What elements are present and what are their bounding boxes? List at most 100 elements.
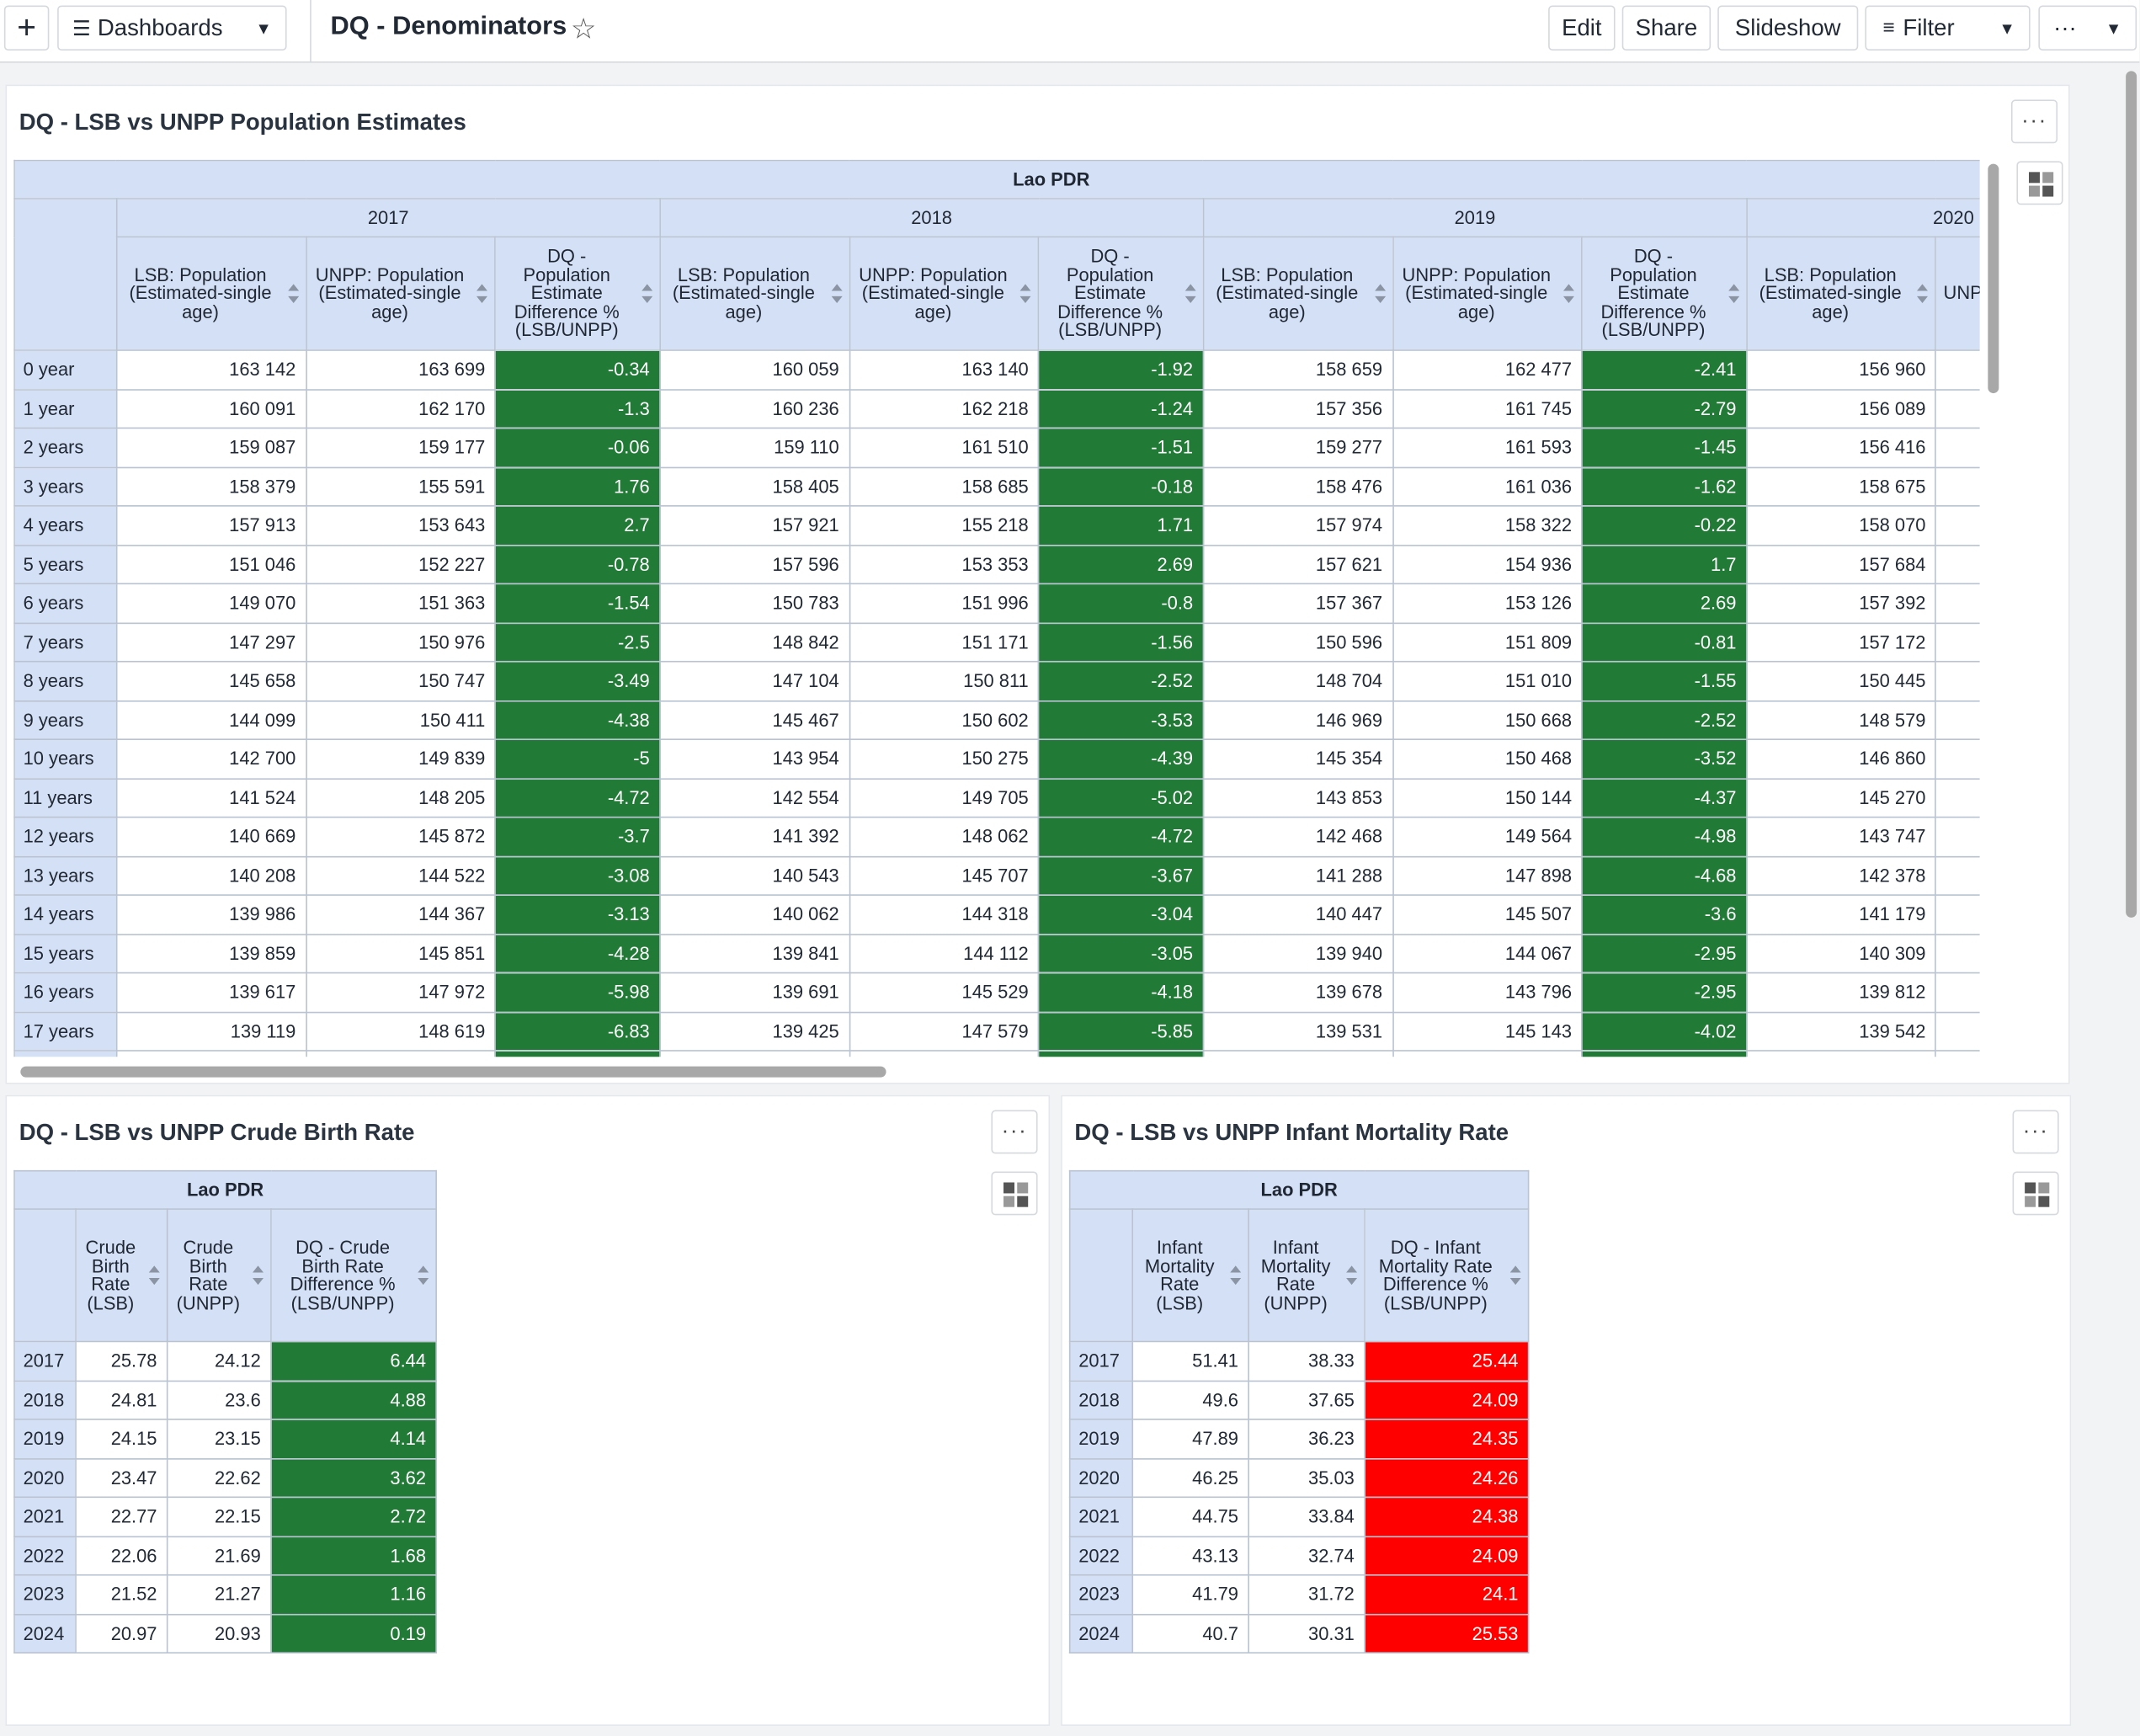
page-scrollbar[interactable] — [2126, 71, 2137, 918]
value-cell: 163 142 — [115, 349, 307, 391]
column-header[interactable]: Crude Birth Rate (UNPP) — [166, 1208, 272, 1343]
dq-difference-cell: -2.95 — [1581, 972, 1748, 1013]
value-cell: 157 913 — [115, 505, 307, 546]
add-button[interactable]: + — [3, 5, 50, 51]
share-button[interactable]: Share — [1621, 5, 1711, 51]
sort-icon[interactable] — [1230, 1265, 1242, 1286]
value-cell: 31.72 — [1248, 1574, 1365, 1615]
sort-icon[interactable] — [1346, 1265, 1358, 1286]
value-cell: 21.69 — [166, 1535, 272, 1576]
vertical-scrollbar[interactable] — [1988, 163, 1999, 394]
value-cell: 44.75 — [1131, 1496, 1249, 1537]
sort-icon[interactable] — [1727, 284, 1739, 304]
value-cell: 139 986 — [115, 894, 307, 935]
column-header[interactable]: DQ - Population Estimate Difference % (L… — [494, 236, 661, 351]
column-header-text: Crude Birth Rate (LSB) — [85, 1237, 136, 1313]
layout-toggle-icon[interactable] — [2016, 161, 2063, 205]
column-header[interactable]: Infant Mortality Rate (LSB) — [1131, 1208, 1249, 1343]
horizontal-scrollbar[interactable] — [20, 1066, 886, 1078]
value-cell: 139 531 — [1202, 1010, 1394, 1052]
value-cell: 143 747 — [1745, 816, 1937, 857]
column-header-text: DQ - Infant Mortality Rate Difference % … — [1378, 1237, 1493, 1313]
layout-toggle-icon[interactable] — [991, 1171, 1038, 1216]
dq-difference-cell: -1.92 — [1038, 349, 1205, 391]
column-header[interactable]: Infant Mortality Rate (UNPP) — [1248, 1208, 1365, 1343]
value-cell: 139 691 — [659, 972, 850, 1013]
panel-menu-button[interactable]: ··· — [991, 1110, 1038, 1154]
row-header: 2024 — [1068, 1613, 1134, 1653]
value-cell: 21.27 — [166, 1574, 272, 1615]
sort-icon[interactable] — [1374, 284, 1386, 304]
dq-difference-cell: -2.79 — [1581, 388, 1748, 429]
sort-icon[interactable] — [1184, 284, 1196, 304]
value-cell — [1581, 1050, 1748, 1057]
sort-icon[interactable] — [1019, 284, 1031, 304]
column-header[interactable]: LSB: Population (Estimated-single age) — [1202, 236, 1394, 351]
column-header[interactable]: UNPP: Population (Estimated-single age) — [1392, 236, 1584, 351]
star-icon[interactable]: ☆ — [570, 13, 597, 45]
column-header-text: UNPP: (Estim — [1943, 283, 1980, 304]
value-cell: 158 405 — [659, 466, 850, 507]
row-header: 2019 — [13, 1419, 77, 1459]
dq-difference-cell: -2.52 — [1581, 700, 1748, 741]
sort-icon[interactable] — [418, 1265, 429, 1286]
value-cell: 139 119 — [115, 1010, 307, 1052]
column-header[interactable]: Crude Birth Rate (LSB) — [75, 1208, 168, 1343]
value-cell — [1935, 388, 1980, 429]
dq-difference-cell: -5 — [494, 738, 661, 780]
column-header[interactable]: LSB: Population (Estimated-single age) — [659, 236, 850, 351]
sort-icon[interactable] — [641, 284, 652, 304]
value-cell: 139 940 — [1202, 933, 1394, 974]
value-cell — [1935, 972, 1980, 1013]
year-header: 2018 — [659, 198, 1205, 238]
sort-icon[interactable] — [287, 284, 299, 304]
value-cell: 159 177 — [305, 427, 497, 468]
panel-menu-button[interactable]: ··· — [2012, 1110, 2059, 1154]
value-cell: 158 070 — [1745, 505, 1937, 546]
value-cell: 41.79 — [1131, 1574, 1249, 1615]
row-header: 17 years — [13, 1010, 118, 1052]
column-header[interactable]: LSB: Population (Estimated-single age) — [1745, 236, 1937, 351]
value-cell: 156 960 — [1745, 349, 1937, 391]
panel-menu-button[interactable]: ··· — [2010, 99, 2058, 144]
column-header[interactable]: DQ - Infant Mortality Rate Difference % … — [1364, 1208, 1530, 1343]
sort-icon[interactable] — [253, 1265, 264, 1286]
column-header[interactable]: LSB: Population (Estimated-single age) — [115, 236, 307, 351]
dq-difference-cell: -1.45 — [1581, 427, 1748, 468]
filter-button[interactable]: ≡ Filter ▼ — [1865, 5, 2031, 51]
sort-icon[interactable] — [1563, 284, 1575, 304]
cbr-table-wrap: Lao PDR Crude Birth Rate (LSB) Crude Birt… — [13, 1169, 438, 1653]
column-header[interactable]: DQ - Population Estimate Difference % (L… — [1038, 236, 1205, 351]
year-header: 2017 — [115, 198, 661, 238]
value-cell: 143 853 — [1202, 777, 1394, 818]
value-cell: 162 170 — [305, 388, 497, 429]
column-header[interactable]: UNPP: Population (Estimated-single age) — [849, 236, 1040, 351]
value-cell: 157 356 — [1202, 388, 1394, 429]
sort-icon[interactable] — [476, 284, 488, 304]
edit-button[interactable]: Edit — [1548, 5, 1616, 51]
value-cell: 139 425 — [659, 1010, 850, 1052]
slideshow-button[interactable]: Slideshow — [1717, 5, 1859, 51]
column-header[interactable]: UNPP: (Estim — [1935, 236, 1980, 351]
column-header[interactable]: DQ - Crude Birth Rate Difference % (LSB/… — [270, 1208, 438, 1343]
layout-toggle-icon[interactable] — [2012, 1171, 2059, 1216]
value-cell: 150 668 — [1392, 700, 1584, 741]
sort-icon[interactable] — [1509, 1265, 1521, 1286]
value-cell — [115, 1050, 307, 1057]
population-table-viewport[interactable]: Lao PDR 2017 2018 2019 2020 LSB: Populat… — [13, 159, 1980, 1057]
column-header[interactable]: DQ - Population Estimate Difference % (L… — [1581, 236, 1748, 351]
column-header-text: Infant Mortality Rate (LSB) — [1144, 1237, 1215, 1313]
dashboards-menu-button[interactable]: ☰ Dashboards ▼ — [57, 5, 287, 51]
sort-icon[interactable] — [1917, 284, 1929, 304]
value-cell — [1745, 1050, 1937, 1057]
value-cell — [1935, 855, 1980, 896]
corner-cell — [13, 198, 118, 351]
dq-difference-cell: -2.95 — [1581, 933, 1748, 974]
value-cell: 144 099 — [115, 700, 307, 741]
sort-icon[interactable] — [148, 1265, 160, 1286]
more-options-button[interactable]: ··· ▼ — [2038, 5, 2137, 51]
row-header: 2023 — [13, 1574, 77, 1615]
column-header[interactable]: UNPP: Population (Estimated-single age) — [305, 236, 497, 351]
sort-icon[interactable] — [830, 284, 842, 304]
table-row: 2024 40.7 30.31 25.53 — [1068, 1613, 1530, 1653]
